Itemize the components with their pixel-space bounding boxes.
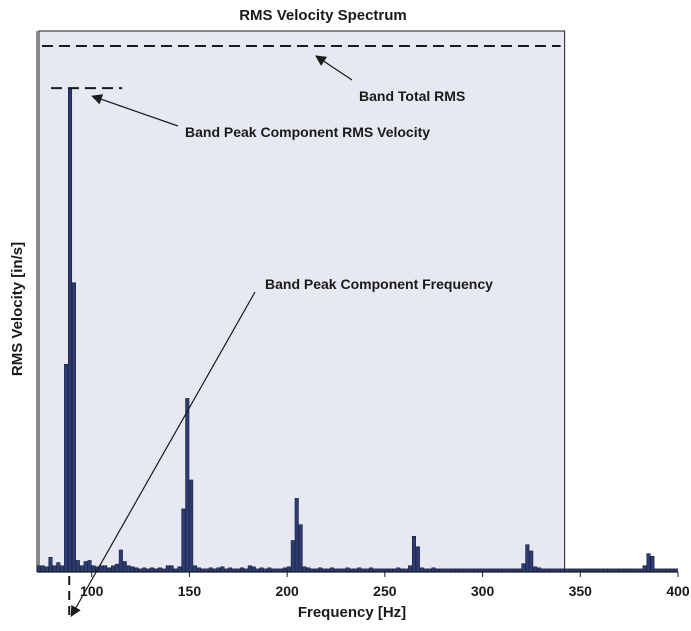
spectrum-bar: [150, 567, 155, 573]
spectrum-bar: [157, 567, 162, 573]
x-tick-label: 300: [471, 583, 495, 599]
band-total-rms-label: Band Total RMS: [359, 88, 465, 104]
spectrum-bar: [208, 567, 213, 573]
spectrum-bar: [396, 567, 401, 573]
spectrum-bar: [419, 567, 424, 573]
x-tick-label: 250: [373, 583, 397, 599]
spectrum-bar: [525, 544, 530, 573]
spectrum-bar: [251, 566, 256, 573]
spectrum-bar: [71, 282, 76, 573]
spectrum-bar: [228, 567, 233, 573]
spectrum-bar: [79, 565, 84, 573]
spectrum-bar: [103, 565, 108, 573]
spectrum-bar: [521, 563, 526, 573]
band-peak-frequency-label: Band Peak Component Frequency: [265, 276, 493, 292]
spectrum-bar: [75, 560, 80, 573]
spectrum-bar: [197, 567, 202, 573]
spectrum-bar: [181, 508, 186, 573]
spectrum-bar: [36, 565, 41, 573]
spectrum-bar: [294, 498, 299, 573]
spectrum-bar: [318, 567, 323, 573]
spectrum-bar: [368, 567, 373, 573]
x-tick-label: 400: [666, 583, 690, 599]
spectrum-bars: [36, 87, 678, 573]
spectrum-bar: [650, 555, 655, 573]
spectrum-bar: [189, 479, 194, 573]
spectrum-bar: [130, 566, 135, 573]
spectrum-bar: [431, 567, 436, 573]
spectrum-bar: [68, 87, 73, 573]
spectrum-bar: [216, 567, 221, 573]
spectrum-bar: [87, 560, 92, 573]
spectrum-bar: [357, 567, 362, 573]
spectrum-bar: [126, 565, 131, 573]
spectrum-bar: [329, 567, 334, 573]
spectrum-bar: [111, 565, 116, 573]
spectrum-bar: [165, 565, 170, 573]
spectrum-bar: [239, 567, 245, 573]
spectrum-bar: [267, 567, 272, 573]
spectrum-bar: [185, 398, 190, 573]
spectrum-bar: [290, 540, 295, 573]
spectrum-bar: [64, 363, 69, 573]
spectrum-bar: [282, 567, 287, 573]
spectrum-bar: [259, 567, 264, 573]
spectrum-bar: [83, 561, 88, 573]
spectrum-bar: [306, 567, 311, 573]
spectrum-bar: [537, 567, 542, 573]
spectrum-bar: [122, 561, 127, 573]
spectrum-bar: [56, 562, 61, 573]
x-tick-label: 350: [569, 583, 593, 599]
band-peak-rms-arrow: [91, 94, 179, 127]
spectrum-bar: [40, 565, 45, 573]
spectrum-bar: [298, 524, 303, 573]
spectrum-bar: [169, 565, 174, 573]
spectrum-bar: [107, 567, 112, 573]
x-tick-label: 200: [275, 583, 299, 599]
spectrum-bar: [114, 563, 119, 573]
spectrum-bar: [529, 550, 534, 573]
spectrum-bar: [220, 566, 225, 573]
spectrum-bar: [415, 546, 420, 573]
spectrum-bar: [408, 565, 413, 573]
x-axis-ticks: 100 150 200 250 300 350 400: [80, 572, 690, 599]
spectrum-bar: [646, 553, 651, 573]
spectrum-bar: [142, 567, 147, 573]
x-axis-label: Frequency [Hz]: [298, 604, 406, 621]
band-total-rms-arrow: [315, 55, 353, 81]
band-region: [38, 30, 566, 573]
band-peak-rms-label: Band Peak Component RMS Velocity: [185, 124, 430, 140]
spectrum-bar: [177, 566, 182, 573]
spectrum-bar: [52, 565, 57, 573]
spectrum-bar: [345, 567, 350, 573]
y-axis-label: RMS Velocity [in/s]: [9, 242, 26, 376]
spectrum-bar: [533, 566, 538, 573]
spectrum-bar: [642, 565, 647, 573]
spectrum-bar: [99, 565, 104, 573]
spectrum-bar: [48, 557, 53, 573]
spectrum-bar: [286, 566, 291, 573]
spectrum-bar: [118, 549, 123, 573]
spectrum-bar: [247, 565, 252, 573]
x-tick-label: 100: [80, 583, 104, 599]
chart-title: RMS Velocity Spectrum: [239, 7, 407, 24]
spectrum-bar: [411, 535, 416, 573]
spectrum-bar: [134, 567, 139, 573]
spectrum-bar: [91, 565, 96, 573]
band-peak-frequency-arrow: [70, 291, 256, 617]
spectrum-bar: [302, 566, 307, 573]
spectrum-bar: [60, 565, 65, 573]
spectrum-bar: [44, 566, 49, 573]
x-tick-label: 150: [178, 583, 202, 599]
spectrum-bar: [193, 565, 198, 573]
